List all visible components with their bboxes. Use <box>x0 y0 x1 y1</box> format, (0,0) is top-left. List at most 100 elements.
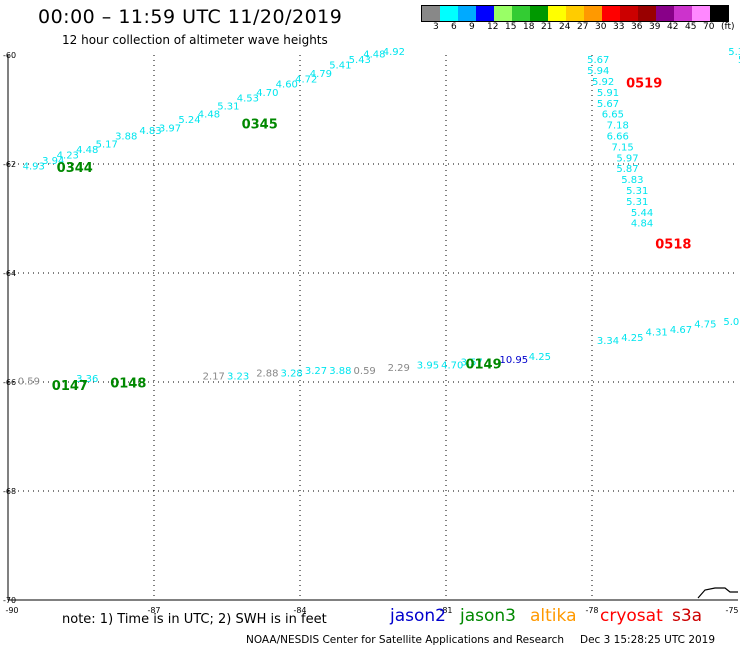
axis-labels: -90 -87 -84 -81 -78 -75 -60 -62 -64 -66 -68 -70 <box>3 51 739 615</box>
wave-height-value: 7.15 <box>611 142 633 153</box>
wave-height-value: 3.88 <box>115 131 137 142</box>
legend-swatch <box>494 6 512 21</box>
satellite-label-cryosat: cryosat <box>600 606 663 626</box>
wave-height-value: 5.24 <box>178 115 200 126</box>
legend-swatch <box>548 6 566 21</box>
legend-tick-label: 36 <box>631 22 643 32</box>
y-tick-label: -66 <box>3 378 16 387</box>
legend-tick-label: 21 <box>541 22 553 32</box>
credit-text: NOAA/NESDIS Center for Satellite Applica… <box>246 634 564 646</box>
legend-tick-label: 3 <box>433 22 439 32</box>
wave-height-value: 4.67 <box>670 325 692 336</box>
wave-height-value: 3.94 <box>42 156 64 167</box>
pass-time-label: 0148 <box>110 376 146 391</box>
wave-height-value: 5.91 <box>597 88 619 99</box>
y-tick-label: -62 <box>3 160 16 169</box>
legend-swatch <box>602 6 620 21</box>
y-tick-label: -64 <box>3 269 16 278</box>
wave-height-value: 5.92 <box>592 77 614 88</box>
legend-swatch <box>710 6 728 21</box>
x-tick-label: -84 <box>293 606 306 615</box>
wave-height-value: 6.66 <box>607 131 629 142</box>
wave-height-value: 2.88 <box>256 369 278 380</box>
map-title: 00:00 – 11:59 UTC 11/20/2019 <box>38 6 343 28</box>
pass-time-labels: 0345 0344 0519 0518 0147 0148 0149 <box>52 77 692 394</box>
legend-tick-label: 12 <box>487 22 499 32</box>
legend-swatch <box>566 6 584 21</box>
wave-height-value: 3.36 <box>76 374 98 385</box>
wave-height-value: 5.94 <box>587 66 609 77</box>
legend-swatch <box>530 6 548 21</box>
wave-height-value: 4.25 <box>621 333 643 344</box>
wave-height-value: 0.59 <box>354 366 376 377</box>
legend-tick-label: 42 <box>667 22 679 32</box>
coastline-segment <box>697 587 738 599</box>
legend-tick-label: 45 <box>685 22 697 32</box>
wave-height-value: 5.44 <box>631 208 653 219</box>
legend-tick-label: 30 <box>595 22 607 32</box>
legend-swatch <box>422 6 440 21</box>
pass-time-label: 0519 <box>626 77 662 92</box>
legend-swatch <box>440 6 458 21</box>
wave-height-value: 5.0 <box>723 317 739 328</box>
satellite-label-altika: altika <box>530 606 577 626</box>
wave-height-value: 5.31 <box>626 186 648 197</box>
wave-height-value: 4.79 <box>310 69 332 80</box>
legend-tick-label: (ft) <box>721 22 735 32</box>
legend-tick-label: 18 <box>523 22 535 32</box>
legend-tick-label: 24 <box>559 22 571 32</box>
wave-height-value: 2.29 <box>388 363 410 374</box>
wave-height-value: 4.70 <box>256 88 278 99</box>
wave-height-value: 5.17 <box>96 140 118 151</box>
wave-height-value: 3.23 <box>227 371 249 382</box>
wave-height-value: 4.93 <box>23 161 45 172</box>
x-tick-label: -81 <box>439 606 452 615</box>
legend-swatch <box>512 6 530 21</box>
wave-height-value: 7.18 <box>607 121 629 132</box>
wave-height-value: 3.34 <box>597 336 619 347</box>
legend-swatch <box>458 6 476 21</box>
wave-height-value: 3.28 <box>281 369 303 380</box>
wave-height-value: 4.48 <box>76 145 98 156</box>
wave-height-value: 5.87 <box>616 164 638 175</box>
wave-height-values: 4.933.944.234.485.173.88 4.833.975.244.48… <box>18 47 740 388</box>
wave-height-value: 5.31 <box>626 197 648 208</box>
legend-tick-label: 70 <box>703 22 715 32</box>
x-tick-label: -90 <box>5 606 18 615</box>
coastline <box>697 587 738 599</box>
wave-height-value: 5.67 <box>597 99 619 110</box>
wave-height-value: 5.3 <box>728 47 740 58</box>
wave-height-value: 4.23 <box>57 151 79 162</box>
wave-height-value: 4.70 <box>441 360 463 371</box>
wave-height-value: 5.41 <box>329 61 351 72</box>
wave-height-value: 0.59 <box>18 377 40 388</box>
y-tick-label: -68 <box>3 487 16 496</box>
wave-height-value: 6.65 <box>602 110 624 121</box>
legend-swatch <box>638 6 656 21</box>
legend-tick-label: 6 <box>451 22 457 32</box>
wave-height-value: 3.88 <box>329 366 351 377</box>
legend-swatch <box>692 6 710 21</box>
wave-height-value: 4.75 <box>694 320 716 331</box>
x-tick-label: -87 <box>147 606 160 615</box>
legend-tick-label: 27 <box>577 22 589 32</box>
legend-swatch <box>584 6 602 21</box>
wave-height-value: 3.97 <box>159 123 181 134</box>
credit-date: Dec 3 15:28:25 UTC 2019 <box>580 634 716 646</box>
wave-height-value: 5. <box>738 55 740 66</box>
wave-height-value: 5.67 <box>587 55 609 66</box>
legend-swatch <box>620 6 638 21</box>
legend-swatch <box>476 6 494 21</box>
legend-tick-label: 9 <box>469 22 475 32</box>
pass-time-label: 0344 <box>57 161 93 176</box>
wave-height-value: 4.48 <box>198 110 220 121</box>
wave-height-value: 3.27 <box>305 366 327 377</box>
x-tick-label: -75 <box>725 606 738 615</box>
map-frame <box>7 55 738 601</box>
footnote: note: 1) Time is in UTC; 2) SWH is in fe… <box>62 612 327 627</box>
pass-time-label: 0345 <box>242 118 278 133</box>
color-scale-legend <box>421 5 729 22</box>
wave-height-value: 4.60 <box>276 80 298 91</box>
satellite-label-s3a: s3a <box>672 606 703 626</box>
wave-height-value: 4.53 <box>237 93 259 104</box>
